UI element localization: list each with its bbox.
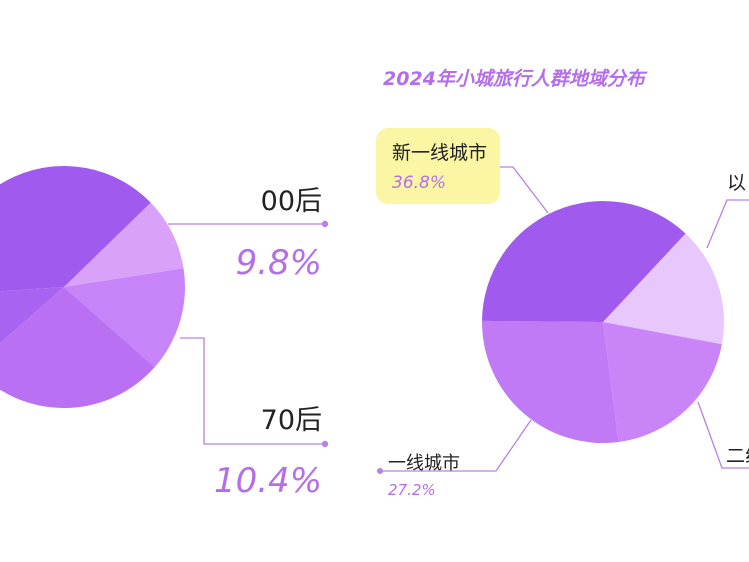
leader-line-first-tier <box>380 419 532 472</box>
left-pie-slice-4 <box>0 166 151 292</box>
left-pie-slice-0 <box>64 202 184 287</box>
right-pie-slice-2 <box>482 320 619 443</box>
chart-title: 2024年小城旅行人群地域分布 <box>383 68 648 90</box>
left-pie-slice-1 <box>64 268 185 368</box>
leader-dot-first-tier <box>377 468 383 474</box>
right-pie-slice-1 <box>603 322 722 442</box>
label-new-first-tier: 新一线城市 <box>392 142 487 164</box>
label-second-tier-partial: 二线 <box>726 445 749 467</box>
value-new-first-tier: 36.8% <box>392 173 446 193</box>
leader-dot-00 <box>321 220 329 228</box>
label-00-hou: 00后 <box>261 186 322 217</box>
value-first-tier: 27.2% <box>388 481 436 499</box>
right-pie-slice-0 <box>603 233 724 345</box>
leader-line-third-tier <box>706 199 749 249</box>
value-70-hou: 10.4% <box>214 461 322 501</box>
leader-line-new-first-tier <box>500 166 549 214</box>
value-00-hou: 9.8% <box>236 243 322 283</box>
right-pie-slice-3 <box>482 200 686 322</box>
left-pie-slice-3 <box>0 287 64 344</box>
label-first-tier: 一线城市 <box>388 453 460 474</box>
left-pie-slices <box>0 166 185 408</box>
left-pie-chart: 00后 9.8% 70后 10.4% <box>0 166 329 501</box>
leader-line-70 <box>180 337 325 445</box>
right-pie-slices <box>482 200 724 443</box>
highlight-box-new-first-tier <box>376 128 500 204</box>
label-third-tier-partial: 以 <box>727 172 746 194</box>
label-70-hou: 70后 <box>261 405 322 436</box>
left-pie-slice-2 <box>0 287 155 408</box>
leader-dot-70 <box>321 440 329 448</box>
leader-line-second-tier <box>697 401 749 469</box>
right-pie-chart: 2024年小城旅行人群地域分布 新一线城市 36.8% 一线城市 27.2% 以… <box>376 68 749 499</box>
